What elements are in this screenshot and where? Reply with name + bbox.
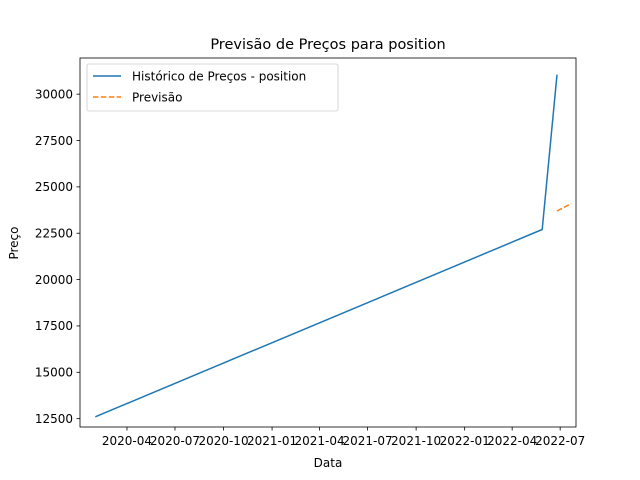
x-tick-label: 2020-04 (102, 434, 152, 448)
y-tick-label: 22500 (35, 227, 73, 241)
x-tick-label: 2022-07 (535, 434, 585, 448)
plot-area (79, 57, 577, 428)
x-axis: 2020-042020-072020-102021-012021-042021-… (102, 427, 585, 448)
y-axis: 12500 15000 17500 20000 22500 25000 27500 30000 (35, 87, 80, 426)
series-line-0 (95, 74, 558, 418)
y-axis-label: Preço (7, 226, 21, 259)
x-tick-label: 2021-01 (247, 434, 297, 448)
y-tick-label: 12500 (35, 412, 73, 426)
x-tick-label: 2021-07 (343, 434, 393, 448)
chart-title: Previsão de Preços para position (210, 37, 445, 53)
y-tick-label: 27500 (35, 134, 73, 148)
y-tick-label: 17500 (35, 319, 73, 333)
legend-box (86, 63, 339, 112)
x-axis-label: Data (314, 456, 343, 470)
series-layer (95, 74, 572, 418)
series-line-1 (556, 202, 572, 212)
x-tick-label: 2021-10 (391, 434, 441, 448)
legend-label: Histórico de Preços - position (132, 69, 306, 83)
y-tick-label: 15000 (35, 366, 73, 380)
y-tick-label: 20000 (35, 273, 73, 287)
x-tick-label: 2020-07 (150, 434, 200, 448)
x-tick-label: 2022-04 (487, 434, 537, 448)
x-tick-label: 2022-01 (440, 434, 490, 448)
legend-label: Previsão (132, 90, 182, 104)
legend: Histórico de Preços - position Previsão (86, 63, 339, 112)
y-tick-label: 30000 (35, 87, 73, 101)
y-tick-label: 25000 (35, 180, 73, 194)
x-tick-label: 2020-10 (198, 434, 248, 448)
x-tick-label: 2021-04 (294, 434, 344, 448)
